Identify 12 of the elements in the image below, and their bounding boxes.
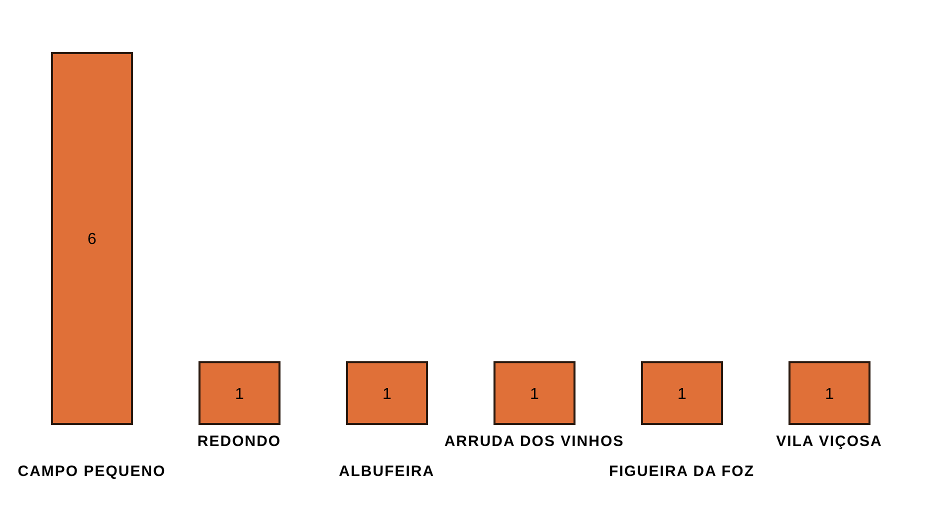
data-label: 6 bbox=[88, 231, 97, 248]
x-tick-label: ARRUDA DOS VINHOS bbox=[444, 433, 624, 450]
x-tick-label: FIGUEIRA DA FOZ bbox=[608, 463, 755, 480]
data-label: 1 bbox=[382, 386, 392, 403]
x-tick-label: REDONDO bbox=[197, 433, 282, 450]
data-label: 1 bbox=[530, 386, 540, 403]
data-label: 1 bbox=[678, 386, 687, 403]
x-tick-label: VILA VIÇOSA bbox=[776, 433, 882, 450]
data-label: 1 bbox=[235, 386, 244, 403]
x-tick-label: CAMPO PEQUENO bbox=[18, 463, 166, 480]
data-label: 1 bbox=[825, 386, 834, 403]
x-tick-label: ALBUFEIRA bbox=[338, 463, 435, 480]
